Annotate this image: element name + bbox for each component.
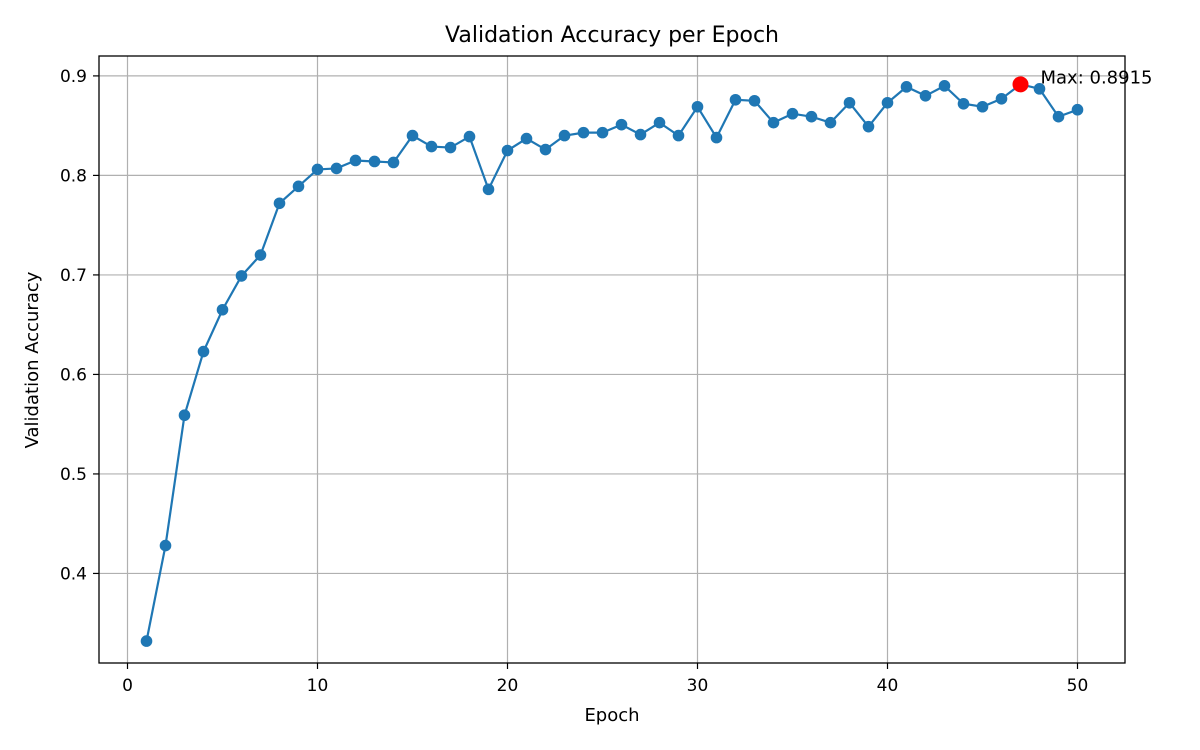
data-point — [805, 110, 818, 123]
y-axis-label: Validation Accuracy — [22, 271, 43, 448]
data-point — [520, 132, 533, 145]
data-point — [140, 635, 153, 647]
data-point — [976, 100, 989, 113]
data-point — [406, 129, 419, 142]
data-point — [501, 144, 514, 157]
data-point — [691, 100, 704, 113]
grid-lines — [99, 56, 1125, 663]
y-tick-label: 0.5 — [60, 465, 87, 485]
data-point — [767, 116, 780, 129]
x-tick-label: 30 — [687, 676, 709, 696]
data-point — [634, 128, 647, 141]
data-point — [235, 270, 248, 282]
y-tick-label: 0.6 — [60, 365, 87, 385]
x-tick-label: 20 — [497, 676, 519, 696]
x-tick-label: 50 — [1067, 676, 1089, 696]
data-point — [482, 183, 495, 196]
data-point — [881, 96, 894, 109]
x-tick-label: 40 — [877, 676, 899, 696]
data-point — [957, 97, 970, 110]
data-point — [311, 163, 324, 176]
data-point — [463, 130, 476, 143]
data-point — [1033, 83, 1046, 95]
series-line — [145, 83, 1078, 642]
data-point — [653, 116, 666, 129]
data-point — [824, 116, 837, 129]
data-point — [159, 539, 172, 552]
data-point — [786, 107, 799, 120]
series-accuracy — [140, 78, 1084, 647]
data-point — [558, 129, 571, 142]
x-axis-label: Epoch — [584, 705, 639, 726]
x-tick-label: 0 — [122, 676, 133, 696]
data-point — [900, 81, 913, 93]
data-point — [995, 92, 1008, 105]
data-point — [197, 345, 210, 358]
max-highlight — [1012, 76, 1029, 93]
data-point — [748, 94, 761, 107]
y-tick-label: 0.8 — [60, 166, 87, 186]
data-point — [596, 126, 609, 139]
data-point — [330, 162, 343, 175]
data-point — [273, 197, 286, 210]
chart-title: Validation Accuracy per Epoch — [445, 23, 779, 48]
data-point — [444, 141, 457, 154]
data-point — [254, 249, 267, 261]
data-point — [425, 140, 438, 153]
y-tick-label: 0.9 — [60, 67, 87, 87]
data-point — [862, 120, 875, 133]
data-point — [615, 118, 628, 131]
x-tick-label: 10 — [307, 676, 329, 696]
data-point — [349, 154, 362, 167]
data-point — [1071, 103, 1084, 116]
plot-frame — [98, 55, 1126, 664]
data-point — [729, 93, 742, 106]
data-point — [539, 143, 552, 156]
data-point — [710, 131, 723, 144]
data-point — [919, 90, 932, 102]
axis-ticks: 0 10 20 30 40 50 0.4 0.5 0.6 0.7 0.8 0.9 — [60, 67, 1088, 696]
data-point — [577, 126, 590, 139]
data-point — [368, 155, 381, 168]
y-tick-label: 0.4 — [60, 564, 87, 584]
data-point — [938, 80, 951, 92]
data-point — [843, 96, 856, 109]
data-point — [387, 156, 400, 169]
y-tick-label: 0.7 — [60, 266, 87, 286]
data-point — [292, 180, 305, 193]
max-annotation: Max: 0.8915 — [1041, 67, 1153, 88]
data-point — [178, 409, 191, 422]
data-point — [1052, 110, 1065, 123]
max-point — [1012, 76, 1029, 93]
data-point — [216, 303, 229, 316]
data-point — [672, 129, 685, 142]
